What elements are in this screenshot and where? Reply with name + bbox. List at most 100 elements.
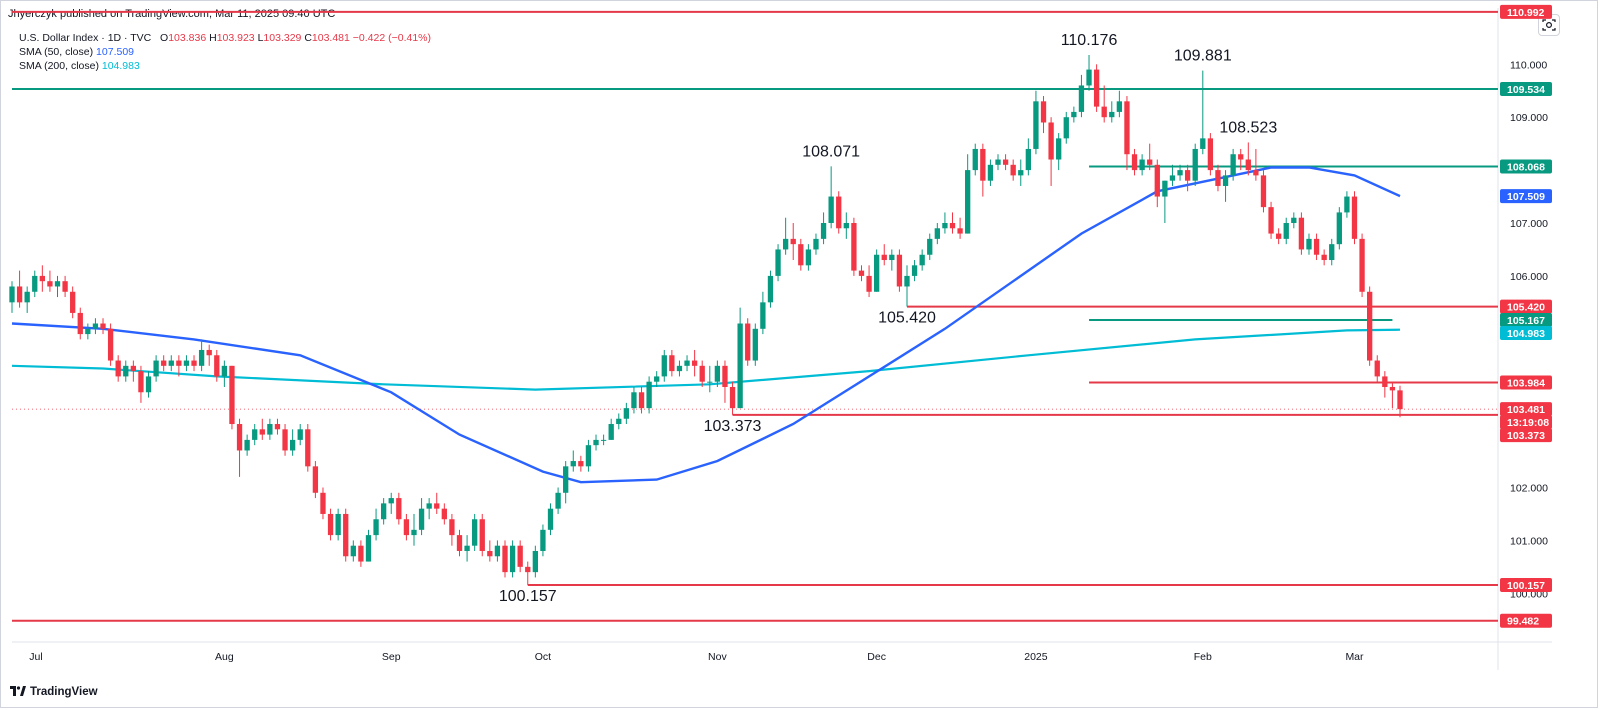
candle-body [343, 513, 349, 557]
price-badge: 103.481 [1500, 402, 1552, 417]
candle-body [107, 328, 114, 361]
candle-body [123, 365, 129, 377]
candle [335, 508, 341, 541]
candle-body [494, 545, 501, 557]
price-annotation: 108.523 [1219, 119, 1277, 136]
tradingview-logo[interactable]: TradingView [10, 686, 98, 698]
candle [9, 281, 15, 313]
candle [206, 344, 212, 366]
candle [267, 418, 273, 440]
candle-body [699, 365, 705, 382]
price-badge-label: 108.068 [1507, 162, 1545, 174]
candle [1109, 101, 1115, 123]
candle-body [1177, 170, 1183, 176]
candle-body [92, 323, 99, 329]
candle [1162, 180, 1168, 223]
candle [669, 349, 675, 377]
price-badge: 103.373 [1500, 428, 1552, 443]
candle-body [388, 498, 394, 504]
candle [1367, 286, 1373, 366]
candle [1298, 212, 1305, 255]
candle [919, 249, 925, 271]
candle-body [479, 519, 485, 551]
candle-body [957, 228, 963, 234]
candle-body [274, 424, 281, 430]
candle-body [1283, 223, 1289, 239]
candle [1291, 212, 1297, 229]
sma200-legend-row[interactable]: SMA (200, close) 104.983 [19, 59, 431, 73]
candle [585, 439, 592, 472]
candle [487, 540, 493, 562]
candle-body [70, 291, 76, 313]
price-annotation: 100.157 [499, 588, 557, 605]
candle-body [1359, 238, 1365, 292]
low-label: L [257, 32, 264, 44]
price-badge: 103.984 [1500, 375, 1552, 390]
candle-body [965, 170, 971, 234]
candle [365, 529, 372, 562]
candle-body [911, 265, 918, 276]
candle [221, 360, 228, 387]
candle [77, 307, 83, 340]
candle-body [646, 381, 652, 409]
camera-icon [1542, 19, 1556, 31]
candle-body [1124, 101, 1130, 155]
price-annotation: 108.071 [802, 143, 860, 160]
change-value: −0.422 (−0.41%) [352, 32, 432, 44]
price-badge: 13:19:08 [1500, 415, 1552, 430]
candle-body [1192, 148, 1198, 181]
candle-body [24, 291, 30, 303]
candle [373, 508, 379, 541]
candle [16, 270, 23, 308]
candle-body [980, 148, 986, 181]
time-tick-label: Aug [215, 651, 234, 663]
candle-body [1351, 196, 1358, 239]
candle-body [995, 159, 1001, 165]
candle-body [434, 503, 440, 509]
symbol-legend-row[interactable]: U.S. Dollar Index · 1D · TVC O103.836 H1… [19, 31, 431, 45]
candle [320, 487, 326, 520]
candle [1033, 90, 1039, 155]
candle-body [1184, 170, 1191, 181]
candle-body [638, 392, 645, 409]
candle-body [729, 386, 736, 409]
price-annotation: 105.420 [878, 310, 936, 327]
candle [737, 307, 743, 409]
candle-body [214, 355, 220, 377]
candle-body [145, 376, 152, 393]
candle [1268, 201, 1274, 239]
sma50-label: SMA (50, close) [19, 46, 94, 58]
price-badge: 108.068 [1500, 159, 1552, 174]
candle-body [305, 429, 311, 467]
candle-body [85, 328, 91, 335]
candle-body [1101, 106, 1107, 118]
candle [494, 540, 501, 562]
candle-body [1040, 101, 1047, 123]
candle-body [9, 286, 15, 303]
time-tick-label: Feb [1194, 651, 1212, 663]
candle-body [608, 424, 614, 440]
sma50-legend-row[interactable]: SMA (50, close) 107.509 [19, 45, 431, 59]
price-badge-bg [1500, 325, 1552, 340]
candle [115, 355, 121, 382]
price-badge-bg [1500, 415, 1552, 430]
candle-body [790, 238, 796, 245]
symbol-name[interactable]: U.S. Dollar Index · 1D · TVC [19, 32, 152, 44]
candle-body [1382, 376, 1388, 387]
candle-body [1162, 180, 1168, 197]
candle [426, 498, 432, 520]
candle-body [949, 223, 956, 229]
candle-body [782, 238, 789, 250]
candle-body [1230, 154, 1236, 176]
price-badge: 109.534 [1500, 81, 1552, 96]
candle [244, 434, 250, 456]
price-badge-label: 103.373 [1507, 430, 1545, 442]
candle [1389, 381, 1396, 409]
candle-body [100, 323, 106, 329]
candle-body [47, 281, 53, 287]
candle-body [904, 275, 910, 287]
price-badge-bg [1500, 159, 1552, 174]
tradingview-logo-icon [10, 686, 26, 696]
candle-body [312, 466, 319, 493]
